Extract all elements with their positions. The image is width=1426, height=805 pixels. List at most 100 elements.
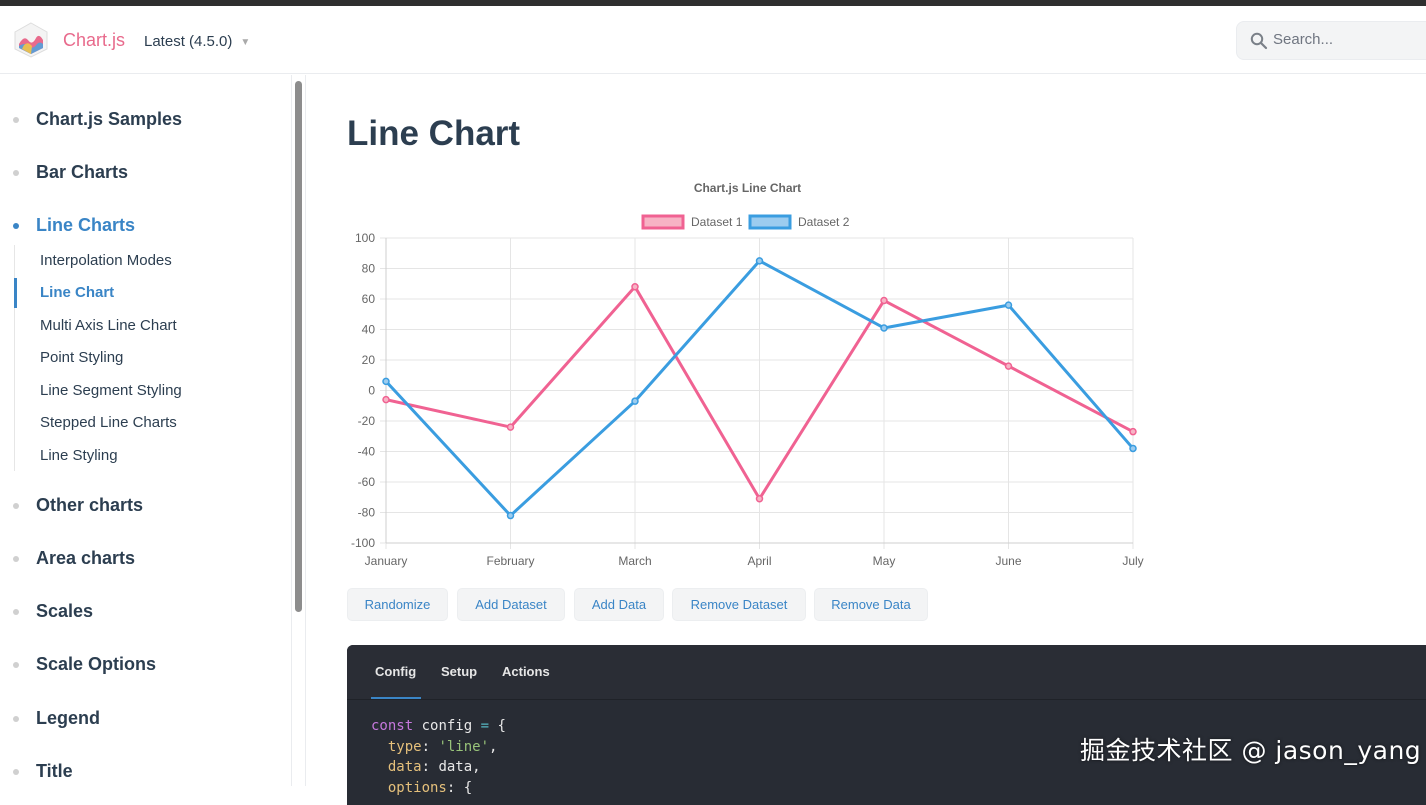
bullet-icon — [13, 503, 19, 509]
site-name[interactable]: Chart.js — [63, 30, 126, 50]
sidebar-item-line-chart[interactable]: Line Chart — [14, 278, 264, 308]
add-dataset-button[interactable]: Add Dataset — [457, 588, 565, 621]
sidebar-item-multi-axis-line-chart[interactable]: Multi Axis Line Chart — [15, 311, 265, 341]
code-token: data — [387, 759, 422, 775]
sidebar-section-title[interactable]: Title — [0, 756, 290, 786]
tab-setup[interactable]: Setup — [441, 664, 478, 679]
bullet-icon — [13, 769, 19, 775]
randomize-button[interactable]: Randomize — [347, 588, 448, 621]
page-title: Line Chart — [347, 114, 521, 153]
remove-data-button[interactable]: Remove Data — [814, 588, 928, 621]
data-point-2 — [755, 257, 764, 265]
bullet-icon — [13, 556, 19, 562]
y-tick-label: 60 — [362, 292, 376, 306]
bullet-icon — [13, 223, 19, 229]
sidebar-section-label: Chart.js Samples — [36, 109, 183, 129]
code-token: { — [463, 779, 473, 796]
sidebar-section-other-charts[interactable]: Other charts — [0, 490, 290, 520]
sidebar-section-scales[interactable]: Scales — [0, 596, 290, 626]
sidebar-item-label: Stepped Line Charts — [40, 414, 177, 431]
sidebar-item-label: Multi Axis Line Chart — [40, 317, 177, 334]
search-input[interactable] — [1273, 31, 1423, 48]
sidebar-item-stepped-line-charts[interactable]: Stepped Line Charts — [15, 408, 265, 438]
sidebar-item-interpolation-modes[interactable]: Interpolation Modes — [15, 246, 265, 276]
bullet-icon — [13, 662, 19, 668]
watermark: 掘金技术社区 @ jason_yang — [1080, 736, 1422, 765]
bullet-icon — [13, 716, 19, 722]
x-tick-label: February — [486, 554, 534, 568]
legend-swatch — [748, 214, 792, 230]
chart-title: Chart.js Line Chart — [694, 181, 801, 195]
code-token: { — [497, 718, 506, 734]
data-point-2 — [382, 377, 390, 386]
sidebar-section-label: Other charts — [36, 495, 144, 515]
sidebar-item-line-styling[interactable]: Line Styling — [15, 441, 265, 471]
x-tick-label: May — [873, 554, 896, 568]
code-token: config — [421, 718, 473, 734]
sidebar-section-label: Legend — [36, 708, 101, 728]
add-data-button[interactable]: Add Data — [574, 588, 664, 621]
data-point-2 — [506, 511, 515, 520]
sidebar-item-label: Line Styling — [40, 447, 118, 464]
legend-label: Dataset 1 — [691, 215, 743, 229]
sidebar-section-label: Title — [36, 761, 73, 781]
data-point-1 — [880, 296, 888, 305]
x-tick-label: March — [618, 554, 651, 568]
data-point-1 — [755, 495, 764, 503]
sidebar-section-label: Line Charts — [36, 215, 136, 235]
code-token: const — [371, 718, 414, 734]
code-token: data — [438, 759, 473, 775]
sidebar-scrollbar-thumb[interactable] — [295, 81, 302, 612]
version-dropdown[interactable]: Latest (4.5.0) ▼ — [144, 33, 250, 50]
search-icon — [1250, 32, 1268, 50]
y-tick-label: 20 — [362, 353, 376, 367]
search-box[interactable] — [1236, 21, 1426, 60]
chevron-down-icon: ▼ — [240, 37, 251, 48]
sidebar-section-bar-charts[interactable]: Bar Charts — [0, 157, 290, 187]
remove-dataset-button[interactable]: Remove Dataset — [672, 588, 806, 621]
data-point-2 — [880, 324, 888, 332]
y-tick-label: -20 — [358, 414, 376, 428]
sidebar-section-line-charts[interactable]: Line Charts — [0, 210, 290, 240]
y-tick-label: -80 — [358, 506, 376, 520]
code-token: 'line' — [438, 738, 490, 755]
bullet-icon — [13, 170, 19, 176]
sidebar-item-label: Point Styling — [40, 349, 124, 366]
sidebar-item-line-segment-styling[interactable]: Line Segment Styling — [15, 376, 265, 406]
bullet-icon — [13, 117, 19, 123]
y-tick-label: -60 — [358, 475, 376, 489]
tab-actions[interactable]: Actions — [502, 664, 550, 679]
y-tick-label: 40 — [362, 323, 376, 337]
active-tab-indicator — [371, 697, 421, 699]
sidebar-section-label: Area charts — [36, 548, 136, 568]
legend-swatch — [641, 214, 685, 230]
chartjs-logo-icon[interactable] — [14, 22, 48, 58]
y-tick-label: 0 — [368, 384, 375, 398]
data-point-2 — [1004, 301, 1013, 309]
line-charts-subnav: Interpolation Modes Line Chart Multi Axi… — [14, 245, 274, 471]
data-point-2 — [1129, 444, 1137, 453]
sidebar-section-area-charts[interactable]: Area charts — [0, 543, 290, 573]
navbar: Chart.js Latest (4.5.0) ▼ — [0, 6, 1426, 74]
y-tick-label: 80 — [362, 262, 376, 276]
line-chart[interactable]: Chart.js Line Chart Dataset 1 Dataset 2 100… — [330, 170, 1160, 580]
sidebar-item-point-styling[interactable]: Point Styling — [15, 343, 265, 373]
y-tick-label: -100 — [351, 536, 375, 550]
data-point-1 — [1129, 427, 1137, 436]
sidebar-section-scale-options[interactable]: Scale Options — [0, 649, 290, 679]
sidebar-item-label: Line Chart — [40, 284, 115, 301]
sidebar-scrollbar-track[interactable] — [292, 75, 306, 786]
sidebar-item-label: Line Segment Styling — [40, 382, 182, 399]
tab-config[interactable]: Config — [375, 664, 417, 679]
sidebar-section-label: Bar Charts — [36, 162, 129, 182]
legend-label: Dataset 2 — [798, 215, 850, 229]
sidebar-section-legend[interactable]: Legend — [0, 703, 290, 733]
version-label: Latest (4.5.0) — [144, 33, 233, 50]
window-top-strip — [0, 0, 1426, 6]
code-tabs: Config Setup Actions — [347, 645, 1426, 700]
sidebar: Chart.js Samples Bar Charts Line Charts … — [0, 75, 292, 786]
data-point-1 — [506, 423, 515, 431]
bullet-icon — [13, 609, 19, 615]
sidebar-section-chartjs-samples[interactable]: Chart.js Samples — [0, 104, 290, 134]
sidebar-section-label: Scale Options — [36, 654, 157, 674]
